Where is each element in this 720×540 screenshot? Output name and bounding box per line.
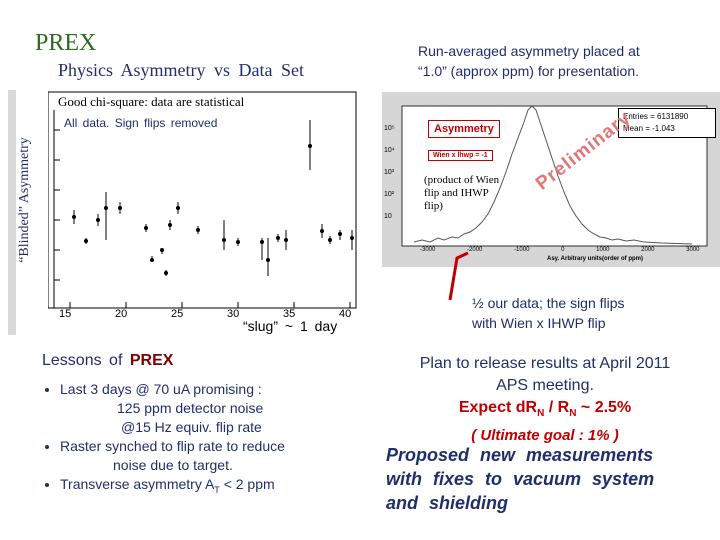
xtick-label: 25 <box>171 308 184 320</box>
plan-block: Plan to release results at April 2011 AP… <box>380 353 710 447</box>
ytick-label: 10 <box>384 213 392 220</box>
xtick-label: 2000 <box>641 247 655 253</box>
histogram-xaxis-label: Asy. Arbitrary units(order of ppm) <box>547 256 644 262</box>
proposed-line: with fixes to vacuum system <box>386 469 655 489</box>
lessons-item-line: < 2 ppm <box>223 476 275 492</box>
topright-note: Run-averaged asymmetry placed at “1.0” (… <box>418 41 640 81</box>
lessons-item: Transverse asymmetry AT < 2 ppm <box>60 475 342 500</box>
histogram-stats-box: Entries = 6131890 Mean = -1.043 <box>618 108 716 138</box>
lessons-item-subscript: T <box>214 484 220 495</box>
bracket-arrow <box>448 251 469 301</box>
lessons-item-line: @15 Hz equiv. flip rate <box>121 419 262 435</box>
plan-expect-mid: / R <box>548 399 570 416</box>
plot-note-chisquare: Good chi-square: data are statistical <box>58 94 245 109</box>
ytick-label: 10³ <box>384 169 395 176</box>
xtick-label: 3000 <box>686 247 700 253</box>
histogram-yticks: 10⁵ 10⁴ 10³ 10² 10 <box>384 118 395 228</box>
lessons-item-line: 125 ppm detector noise <box>117 400 264 416</box>
proposed-block: Proposed new measurements with fixes to … <box>386 443 654 515</box>
ytick-label: 10⁴ <box>384 147 395 154</box>
ytick-label: 10⁵ <box>384 125 395 132</box>
xtick-label: 40 <box>339 308 352 320</box>
left-plot: “Blinded” Asymmetry <box>8 90 358 335</box>
histogram-panel: 10⁵ 10⁴ 10³ 10² 10 Asymmetry Wien x lhwp… <box>382 92 720 267</box>
lessons-item: Last 3 days @ 70 uA promising : 125 ppm … <box>60 380 342 437</box>
histogram-flip-label: Wien x lhwp = -1 <box>433 152 488 159</box>
xtick-label: -3000 <box>420 247 436 253</box>
plan-expect-sub2: N <box>569 408 577 420</box>
proposed-line: and shielding <box>386 493 509 513</box>
plot-frame-left-bar <box>8 90 16 335</box>
histogram-flip-box: Wien x lhwp = -1 <box>428 150 493 161</box>
plot-xticks: 15 20 25 30 35 40 <box>48 308 358 322</box>
xtick-label: 20 <box>115 308 128 320</box>
plot-xlabel: “slug” ~ 1 day <box>243 318 338 334</box>
xtick-label: -1000 <box>514 247 530 253</box>
plan-line1: Plan to release results at April 2011 <box>419 355 671 372</box>
half-data-note: ½ our data; the sign flips with Wien x I… <box>472 293 625 333</box>
half-data-note-line1: ½ our data; the sign flips <box>472 295 625 311</box>
lessons-item-line: Last 3 days @ 70 uA promising : <box>60 381 262 397</box>
page-title: PREX <box>35 30 97 56</box>
plan-expect-prefix: Expect dR <box>458 399 538 416</box>
xtick-label: -2000 <box>467 247 483 253</box>
plan-expect-suffix: ~ 2.5% <box>580 399 632 416</box>
lessons-heading-prex: PREX <box>129 352 174 369</box>
histogram-xticks: -3000 -2000 -1000 0 1000 2000 3000 <box>420 247 710 253</box>
plot-note-all-data: All data. Sign flips removed <box>64 116 218 130</box>
lessons-item-line: noise due to target. <box>113 457 233 473</box>
topright-note-line2: “1.0” (approx ppm) for presentation. <box>418 63 639 79</box>
plot-area <box>48 91 357 309</box>
lessons-item-line: Raster synched to flip rate to reduce <box>60 438 285 454</box>
histogram-annotation: (product of Wien flip and IHWP flip) <box>424 174 500 212</box>
half-data-note-line2: with Wien x IHWP flip <box>472 315 606 331</box>
xtick-label: 35 <box>283 308 296 320</box>
xtick-label: 0 <box>561 247 565 253</box>
plan-line2: APS meeting. <box>496 377 594 394</box>
topright-note-line1: Run-averaged asymmetry placed at <box>418 43 640 59</box>
plan-goal: ( Ultimate goal : 1% ) <box>471 427 619 445</box>
xtick-label: 30 <box>227 308 240 320</box>
lessons-heading: Lessons of PREX <box>42 352 173 370</box>
lessons-list: Last 3 days @ 70 uA promising : 125 ppm … <box>42 380 342 500</box>
histogram-title-box: Asymmetry <box>428 120 500 138</box>
xtick-label: 15 <box>59 308 72 320</box>
stats-mean: Mean = -1.043 <box>623 124 675 133</box>
lessons-heading-prefix: Lessons of <box>42 352 123 369</box>
plot-ylabel: “Blinded” Asymmetry <box>17 137 32 263</box>
lessons-item: Raster synched to flip rate to reduce no… <box>60 437 342 475</box>
page-subtitle: Physics Asymmetry vs Data Set <box>58 60 304 80</box>
stats-entries: Entries = 6131890 <box>623 112 689 121</box>
plan-expect-sub: N <box>537 408 545 420</box>
xtick-label: 1000 <box>596 247 610 253</box>
proposed-line: Proposed new measurements <box>386 445 654 465</box>
plan-expect: Expect dRN / RN ~ 2.5% <box>380 397 710 425</box>
histogram-title: Asymmetry <box>434 123 494 135</box>
lessons-item-line: Transverse asymmetry A <box>60 476 215 492</box>
ytick-label: 10² <box>384 191 395 198</box>
